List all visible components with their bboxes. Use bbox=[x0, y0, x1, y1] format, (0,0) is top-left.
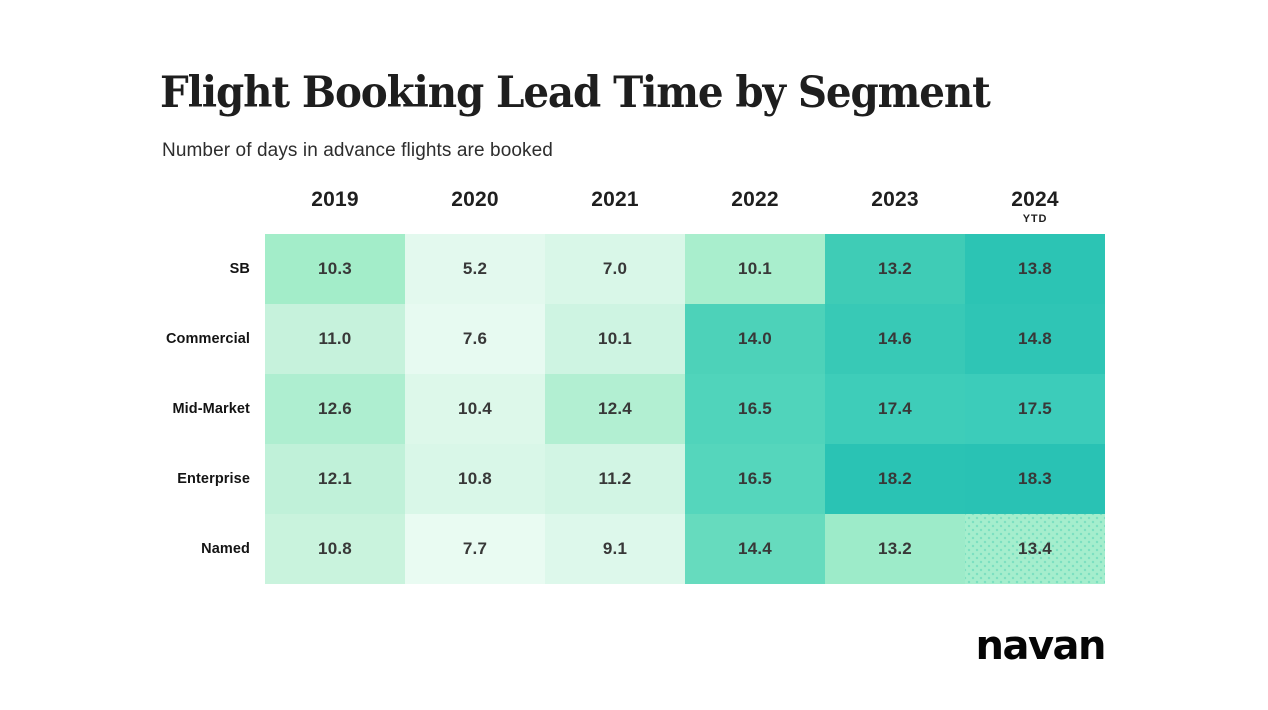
heatmap-cell-sb-2023: 13.2 bbox=[825, 234, 965, 304]
ytd-label: YTD bbox=[1022, 213, 1048, 225]
heatmap-cell-mid-market-2024: 17.5 bbox=[965, 374, 1105, 444]
heatmap-cell-sb-2024: 13.8 bbox=[965, 234, 1105, 304]
heatmap-cell-sb-2020: 5.2 bbox=[405, 234, 545, 304]
heatmap-cell-enterprise-2023: 18.2 bbox=[825, 444, 965, 514]
heatmap-row-labels: SB Commercial Mid-Market Enterprise Named bbox=[0, 234, 250, 584]
heatmap-cell-sb-2019: 10.3 bbox=[265, 234, 405, 304]
heatmap-cell-sb-2022: 10.1 bbox=[685, 234, 825, 304]
heatmap-cell-named-2023: 13.2 bbox=[825, 514, 965, 584]
heatmap-cell-commercial-2021: 10.1 bbox=[545, 304, 685, 374]
row-label-named: Named bbox=[201, 541, 250, 557]
heatmap-cell-mid-market-2019: 12.6 bbox=[265, 374, 405, 444]
column-header-2020: 2020 bbox=[405, 188, 545, 234]
column-header-2021: 2021 bbox=[545, 188, 685, 234]
heatmap-cell-commercial-2019: 11.0 bbox=[265, 304, 405, 374]
heatmap-cell-sb-2021: 7.0 bbox=[545, 234, 685, 304]
column-header-2023: 2023 bbox=[825, 188, 965, 234]
heatmap-cell-commercial-2020: 7.6 bbox=[405, 304, 545, 374]
row-label-mid-market: Mid-Market bbox=[172, 401, 250, 417]
heatmap-cell-named-2019: 10.8 bbox=[265, 514, 405, 584]
heatmap: 10.3 5.2 7.0 10.1 13.2 13.8 11.0 7.6 10.1 14.0 14.… bbox=[265, 234, 1105, 584]
heatmap-column-headers: 2019 2020 2021 2022 2023 2024 YTD bbox=[265, 188, 1105, 234]
heatmap-cell-named-2021: 9.1 bbox=[545, 514, 685, 584]
row-label-enterprise: Enterprise bbox=[177, 471, 250, 487]
heatmap-cell-commercial-2023: 14.6 bbox=[825, 304, 965, 374]
column-year-label: 2024 bbox=[1011, 188, 1059, 211]
heatmap-cell-enterprise-2020: 10.8 bbox=[405, 444, 545, 514]
heatmap-cell-mid-market-2023: 17.4 bbox=[825, 374, 965, 444]
column-year-label: 2022 bbox=[731, 188, 779, 211]
heatmap-cell-enterprise-2019: 12.1 bbox=[265, 444, 405, 514]
heatmap-cell-commercial-2024: 14.8 bbox=[965, 304, 1105, 374]
heatmap-cell-named-2024: 13.4 bbox=[965, 514, 1105, 584]
page-title: Flight Booking Lead Time by Segment bbox=[160, 67, 991, 118]
column-year-label: 2023 bbox=[871, 188, 919, 211]
column-year-label: 2019 bbox=[311, 188, 359, 211]
column-year-label: 2021 bbox=[591, 188, 639, 211]
heatmap-cell-named-2022: 14.4 bbox=[685, 514, 825, 584]
heatmap-cell-mid-market-2021: 12.4 bbox=[545, 374, 685, 444]
heatmap-cell-mid-market-2022: 16.5 bbox=[685, 374, 825, 444]
column-header-2024: 2024 YTD bbox=[965, 188, 1105, 234]
row-label-commercial: Commercial bbox=[165, 331, 250, 347]
heatmap-cell-enterprise-2021: 11.2 bbox=[545, 444, 685, 514]
heatmap-cell-enterprise-2022: 16.5 bbox=[685, 444, 825, 514]
column-header-2019: 2019 bbox=[265, 188, 405, 234]
heatmap-cell-named-2020: 7.7 bbox=[405, 514, 545, 584]
column-year-label: 2020 bbox=[451, 188, 499, 211]
page-subtitle: Number of days in advance flights are bo… bbox=[162, 140, 553, 161]
column-header-2022: 2022 bbox=[685, 188, 825, 234]
heatmap-cell-enterprise-2024: 18.3 bbox=[965, 444, 1105, 514]
heatmap-cell-commercial-2022: 14.0 bbox=[685, 304, 825, 374]
heatmap-cell-mid-market-2020: 10.4 bbox=[405, 374, 545, 444]
navan-logo: navan bbox=[975, 623, 1106, 669]
row-label-sb: SB bbox=[229, 261, 250, 277]
